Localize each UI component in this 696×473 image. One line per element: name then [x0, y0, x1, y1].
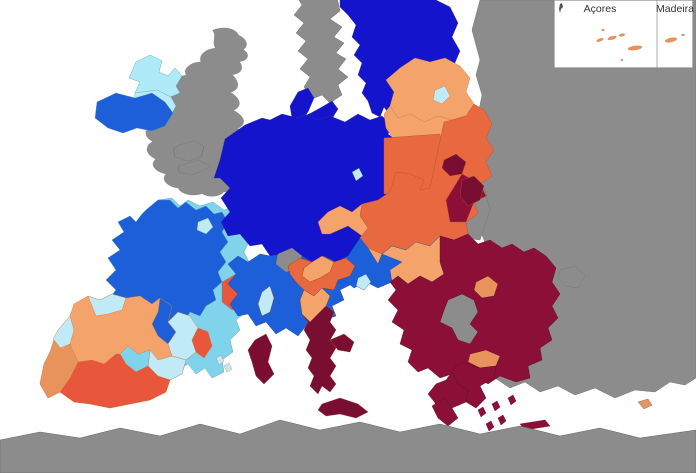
svg-text:Madeira: Madeira [656, 3, 694, 15]
svg-text:Açores: Açores [584, 3, 617, 15]
